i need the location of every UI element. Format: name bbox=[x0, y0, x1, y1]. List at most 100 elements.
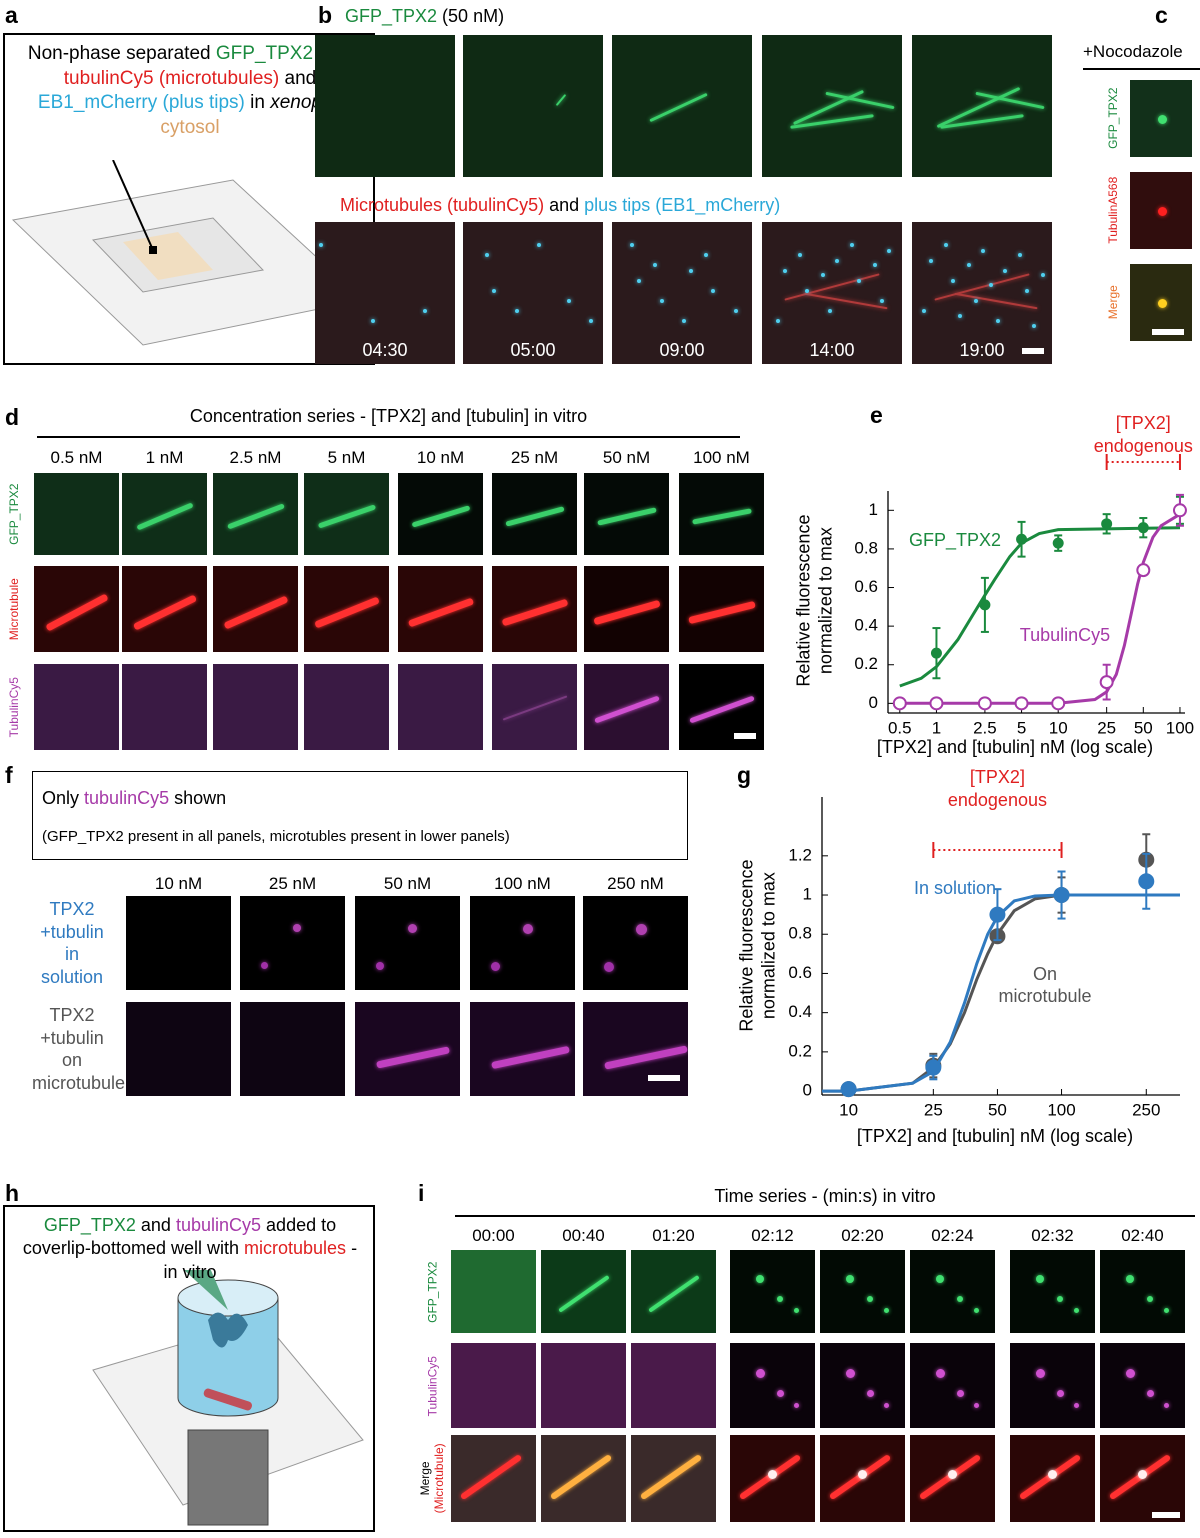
micrograph bbox=[730, 1435, 815, 1522]
spot bbox=[1025, 288, 1030, 293]
spot bbox=[980, 248, 985, 253]
text-segment: TPX2 +tubulin in solution bbox=[40, 899, 104, 987]
spot bbox=[1073, 1308, 1079, 1314]
panel-letter: b bbox=[318, 2, 333, 28]
x-tick-label: 0.5 bbox=[888, 718, 912, 737]
panel-a-box bbox=[3, 33, 375, 365]
text-segment: Merge bbox=[1105, 285, 1120, 320]
text-segment: GFP_TPX2 bbox=[1105, 87, 1120, 149]
spot bbox=[1138, 1469, 1148, 1479]
spot bbox=[776, 1389, 784, 1397]
spot bbox=[879, 298, 884, 303]
text-segment: Non-phase separated bbox=[27, 43, 211, 64]
y-tick-label: 0.2 bbox=[788, 1041, 812, 1060]
x-tick-label: 10 bbox=[1049, 718, 1068, 737]
text-segment: and bbox=[284, 67, 317, 89]
spot bbox=[733, 308, 738, 313]
spot bbox=[1035, 1368, 1045, 1378]
spot bbox=[1048, 1469, 1058, 1479]
column-label: 100 nM bbox=[494, 874, 551, 893]
scale-bar bbox=[1152, 1512, 1180, 1518]
spot bbox=[407, 924, 417, 934]
micrograph bbox=[912, 222, 1052, 364]
spot bbox=[1125, 1368, 1135, 1378]
column-label: 02:20 bbox=[841, 1226, 884, 1245]
droplet bbox=[208, 1312, 248, 1348]
row-label: TPX2 +tubulin in solution bbox=[32, 898, 112, 988]
micrograph bbox=[912, 35, 1052, 177]
micrograph bbox=[910, 1250, 995, 1333]
text-segment: (Microtubule) bbox=[432, 1443, 446, 1514]
micrograph bbox=[492, 566, 577, 652]
filament bbox=[317, 504, 376, 529]
y-tick-label: 0.6 bbox=[788, 963, 812, 982]
spot bbox=[1125, 1274, 1134, 1283]
spot bbox=[921, 308, 926, 313]
micrograph bbox=[730, 1343, 815, 1428]
spot bbox=[1146, 1389, 1154, 1397]
data-point bbox=[1052, 537, 1064, 549]
series-label: In solution bbox=[913, 877, 997, 898]
panel-letter: i bbox=[418, 1180, 425, 1206]
micrograph bbox=[584, 664, 669, 750]
y-axis-label: Relative fluorescence normalized to max bbox=[736, 859, 778, 1032]
micrograph bbox=[820, 1343, 905, 1428]
text-segment: TubulinCy5 bbox=[424, 1355, 439, 1416]
x-tick-label: 100 bbox=[1047, 1100, 1075, 1119]
x-tick-label: 10 bbox=[839, 1100, 858, 1119]
x-tick-label: 25 bbox=[924, 1100, 943, 1119]
data-point bbox=[925, 1059, 942, 1076]
filament bbox=[647, 1274, 700, 1313]
annotation-text: [TPX2] bbox=[1116, 413, 1171, 433]
micrograph bbox=[213, 473, 298, 555]
data-point bbox=[1053, 887, 1070, 904]
spot bbox=[1157, 206, 1167, 216]
micrograph bbox=[122, 664, 207, 750]
spot bbox=[537, 243, 542, 248]
filament bbox=[407, 597, 474, 628]
row-label: Microtubule bbox=[7, 564, 21, 654]
panel-h-box bbox=[3, 1205, 375, 1532]
text-segment: in bbox=[250, 92, 265, 114]
panel-letter: d bbox=[5, 404, 20, 430]
data-point bbox=[1051, 696, 1066, 711]
micrograph bbox=[730, 1250, 815, 1333]
micrograph bbox=[451, 1343, 536, 1428]
spot bbox=[989, 283, 993, 288]
micrograph bbox=[355, 1002, 460, 1096]
data-point bbox=[1014, 696, 1029, 711]
text-segment: GFP_TPX2 bbox=[345, 6, 438, 26]
column-label: 01:20 bbox=[652, 1226, 695, 1245]
spot bbox=[973, 1402, 979, 1408]
x-tick-label: 5 bbox=[1017, 718, 1026, 737]
panel-c-title: +Nocodazole bbox=[1083, 42, 1183, 61]
micrograph bbox=[463, 222, 603, 364]
column-label: 50 nM bbox=[383, 874, 432, 893]
scale-bar bbox=[734, 733, 756, 739]
panel-h-text: GFP_TPX2 and tubulinCy5 added to coverli… bbox=[20, 1214, 360, 1284]
annotation-text: [TPX2] bbox=[970, 767, 1025, 787]
spot bbox=[292, 924, 301, 933]
text-segment: tubulinCy5 bbox=[63, 67, 154, 89]
rule bbox=[455, 1215, 1195, 1217]
filament bbox=[593, 695, 660, 724]
spot bbox=[883, 1402, 889, 1408]
text-segment: and bbox=[140, 1215, 171, 1235]
column-label: 50 nM bbox=[602, 448, 651, 467]
micrograph bbox=[1130, 172, 1192, 249]
text-segment: Microtubule bbox=[6, 578, 21, 641]
time-label: 05:00 bbox=[510, 340, 556, 360]
micrograph bbox=[451, 1435, 536, 1522]
pipette bbox=[184, 1270, 228, 1310]
filament bbox=[550, 1453, 613, 1501]
spot bbox=[866, 1295, 873, 1302]
column-label: 00:40 bbox=[562, 1226, 605, 1245]
panel-letter: e bbox=[870, 402, 883, 428]
y-tick-label: 0.8 bbox=[788, 924, 812, 943]
micrograph bbox=[315, 35, 455, 177]
text-segment: GFP_TPX2 bbox=[43, 1215, 136, 1235]
spot bbox=[793, 1402, 799, 1408]
spot bbox=[935, 1368, 945, 1378]
filament bbox=[501, 598, 568, 627]
text-segment: tubulinCy5 bbox=[84, 788, 170, 808]
